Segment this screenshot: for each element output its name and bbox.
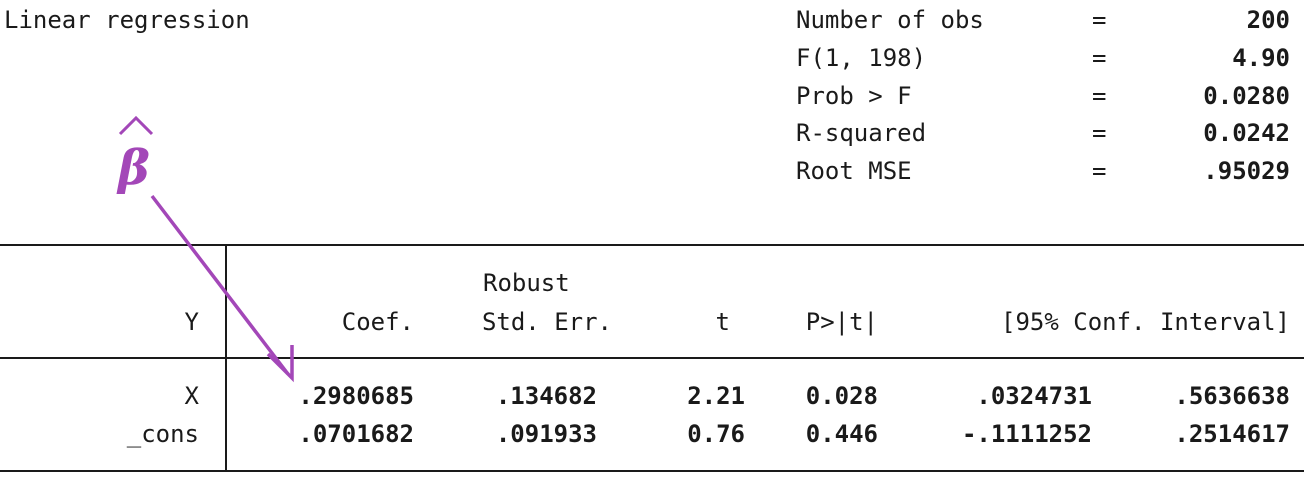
stat-eq-r2: = bbox=[1092, 119, 1107, 147]
row-name-x: X bbox=[184, 382, 199, 410]
row-name-cons: _cons bbox=[126, 420, 199, 448]
hat-mark bbox=[118, 115, 154, 136]
header-std-err: Std. Err. bbox=[481, 308, 612, 336]
header-t: t bbox=[715, 308, 730, 336]
ci-low-cons: -.1111252 bbox=[961, 420, 1092, 448]
t-x: 2.21 bbox=[687, 382, 745, 410]
header-conf-interval: [95% Conf. Interval] bbox=[1001, 308, 1290, 336]
stat-eq-f: = bbox=[1092, 44, 1107, 72]
table-column-divider bbox=[225, 244, 227, 471]
header-dep-var: Y bbox=[184, 308, 199, 336]
arrow-shaft bbox=[150, 194, 290, 376]
ci-high-x: .5636638 bbox=[1174, 382, 1290, 410]
p-cons: 0.446 bbox=[805, 420, 878, 448]
table-bottom-rule bbox=[0, 470, 1304, 472]
stat-label-nobs: Number of obs bbox=[796, 6, 984, 34]
stat-value-r2: 0.0242 bbox=[1203, 119, 1290, 147]
stat-label-f: F(1, 198) bbox=[796, 44, 927, 72]
table-top-rule bbox=[0, 244, 1304, 246]
table-header-rule bbox=[0, 357, 1304, 359]
ci-low-x: .0324731 bbox=[976, 382, 1092, 410]
stat-eq-nobs: = bbox=[1092, 6, 1107, 34]
header-robust: Robust bbox=[483, 269, 570, 297]
stat-label-r2: R-squared bbox=[796, 119, 927, 147]
stat-value-rmse: .95029 bbox=[1203, 157, 1290, 185]
arrow-head bbox=[266, 345, 294, 383]
stat-label-rmse: Root MSE bbox=[796, 157, 912, 185]
std-err-cons: .091933 bbox=[495, 420, 597, 448]
stat-eq-probf: = bbox=[1092, 82, 1107, 110]
std-err-x: .134682 bbox=[495, 382, 597, 410]
coef-cons: .0701682 bbox=[298, 420, 414, 448]
header-coef: Coef. bbox=[341, 308, 414, 336]
output-title: Linear regression bbox=[4, 6, 250, 34]
t-cons: 0.76 bbox=[687, 420, 745, 448]
stat-eq-rmse: = bbox=[1092, 157, 1107, 185]
p-x: 0.028 bbox=[805, 382, 878, 410]
coef-x: .2980685 bbox=[298, 382, 414, 410]
beta-hat-annotation: β bbox=[116, 115, 154, 196]
stat-label-probf: Prob > F bbox=[796, 82, 912, 110]
stat-value-nobs: 200 bbox=[1246, 6, 1290, 34]
stat-value-probf: 0.0280 bbox=[1203, 82, 1290, 110]
header-p: P>|t| bbox=[805, 308, 878, 336]
stat-value-f: 4.90 bbox=[1232, 44, 1290, 72]
beta-symbol: β bbox=[116, 140, 150, 196]
ci-high-cons: .2514617 bbox=[1174, 420, 1290, 448]
